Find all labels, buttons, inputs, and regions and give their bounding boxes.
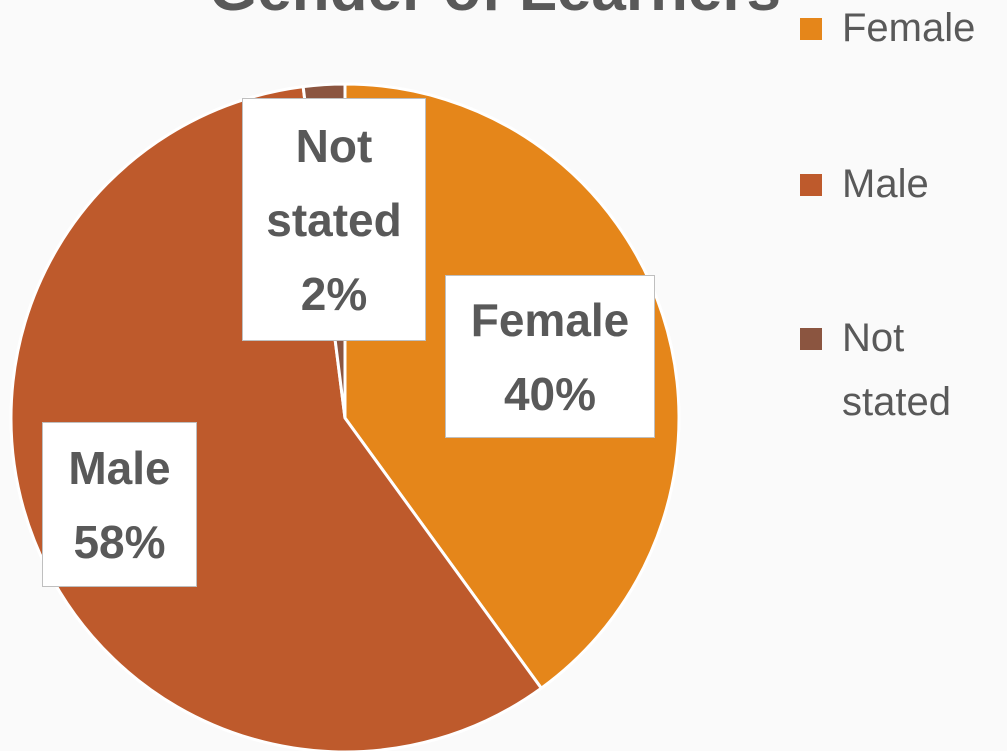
legend-item: Not stated <box>800 306 1007 434</box>
chart-title: Gender of Learners <box>209 0 781 24</box>
data-label: Female 40% <box>445 275 655 438</box>
legend-label: Female <box>842 6 976 50</box>
data-label-value: 40% <box>503 367 597 420</box>
legend-item: Male <box>800 152 1007 216</box>
legend-swatch <box>800 328 822 350</box>
data-label-value: 58% <box>73 515 166 568</box>
data-label-name: Not stated <box>266 119 402 246</box>
data-label: Not stated 2% <box>242 98 426 341</box>
data-label: Male 58% <box>42 422 197 587</box>
data-label-value: 2% <box>300 267 368 320</box>
data-label-name: Male <box>68 441 171 494</box>
data-label-name: Female <box>470 293 630 346</box>
legend-label: Male <box>842 162 929 206</box>
legend-swatch <box>800 174 822 196</box>
legend-label: Not stated <box>842 316 951 424</box>
legend-item: Female <box>800 0 1007 60</box>
legend-swatch <box>800 18 822 40</box>
